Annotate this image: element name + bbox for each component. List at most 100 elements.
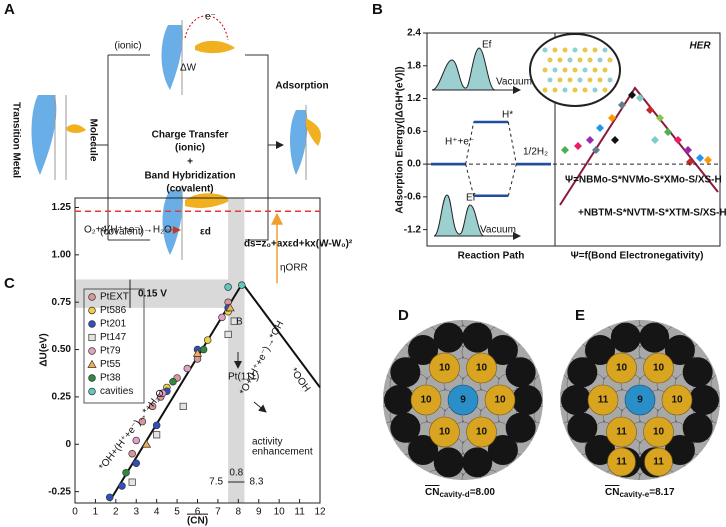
atom xyxy=(607,77,613,83)
substrate-atom xyxy=(383,341,393,363)
substrate-atom xyxy=(540,486,560,506)
atom xyxy=(577,77,583,83)
substrate-atom xyxy=(702,294,722,314)
substrate-atom xyxy=(524,453,543,475)
substrate-atom xyxy=(383,453,384,475)
substrate-atom xyxy=(354,310,374,330)
connector xyxy=(465,121,475,165)
coordination-label: 11 xyxy=(653,457,664,468)
decor-point xyxy=(628,91,636,99)
point xyxy=(132,459,141,467)
substrate-atom xyxy=(363,294,383,314)
atom xyxy=(602,87,608,93)
decor-point xyxy=(651,136,659,144)
substrate-atom xyxy=(345,390,365,410)
band-edge-label: 7.5 xyxy=(209,477,223,488)
y-tick-label: 1.25 xyxy=(52,202,72,213)
outer-atom xyxy=(682,357,713,388)
substrate-atom xyxy=(407,320,429,331)
substrate-atom xyxy=(560,325,579,347)
structure xyxy=(542,47,613,93)
atom xyxy=(582,87,588,93)
caption-subscript: cavity-e xyxy=(619,490,649,499)
substrate-atom xyxy=(684,486,704,506)
y-tick-label: -0.25 xyxy=(48,486,71,497)
substrate-atom xyxy=(710,341,720,363)
coordination-label: 10 xyxy=(439,427,451,438)
atom xyxy=(587,57,593,63)
atom xyxy=(542,47,548,53)
substrate-atom xyxy=(560,341,570,363)
legend-label: Pt147 xyxy=(100,332,127,343)
substrate-atom xyxy=(560,357,561,379)
substrate-atom xyxy=(710,320,720,331)
caption: CNcavity-e=8.17 xyxy=(605,487,675,499)
coordination-label: 10 xyxy=(439,363,451,374)
coordination-label: 10 xyxy=(420,395,432,406)
substrate-atom xyxy=(558,486,578,506)
atom xyxy=(562,47,568,53)
x-tick-label: 0 xyxy=(72,507,78,518)
y-band xyxy=(75,279,245,308)
atom xyxy=(661,384,693,416)
annotation: enhancement xyxy=(252,447,313,458)
substrate-atom xyxy=(383,389,384,411)
coordination-label: 11 xyxy=(598,395,609,406)
outer-atom xyxy=(610,322,641,353)
substrate-atom xyxy=(354,406,374,426)
substrate-atom xyxy=(710,373,720,395)
annotation: *O+(H⁺+e⁻)→*OH xyxy=(238,319,286,397)
point xyxy=(132,436,141,445)
substrate-atom xyxy=(552,310,572,330)
substrate-atom xyxy=(560,320,570,331)
substrate-atom xyxy=(542,453,543,475)
decor-point xyxy=(611,136,619,144)
outer-atom xyxy=(505,357,536,388)
outer-atom xyxy=(390,412,421,443)
substrate-atom xyxy=(354,470,374,490)
substrate-atom xyxy=(540,294,560,314)
substrate-atom xyxy=(354,438,374,458)
substrate-atom xyxy=(560,437,570,459)
dos xyxy=(161,25,183,90)
panel-letter: D xyxy=(398,307,409,324)
cluster: 10 10 10 10 11 11 11 11 9 xyxy=(531,294,722,506)
point xyxy=(230,317,238,325)
outer-atom xyxy=(664,334,695,365)
x-axis-label: Reaction Path xyxy=(458,251,525,262)
point xyxy=(199,345,208,354)
atom xyxy=(592,67,598,73)
y-tick-label: 1.2 xyxy=(407,93,421,104)
transfer-arrow xyxy=(184,15,229,41)
atom xyxy=(587,384,619,416)
atom xyxy=(429,352,460,384)
atom xyxy=(552,87,558,93)
atom xyxy=(592,87,598,93)
covalent-label: (covalent) xyxy=(100,227,144,238)
band-edge-label: 8.3 xyxy=(250,477,264,488)
substrate-atom xyxy=(525,486,545,506)
legend-label: Pt38 xyxy=(100,373,121,384)
caption-value: =8.17 xyxy=(649,487,675,498)
connector xyxy=(245,54,283,241)
atom xyxy=(602,47,608,53)
substrate-atom xyxy=(542,421,543,443)
atom xyxy=(607,447,636,477)
substrate-atom xyxy=(507,486,527,506)
substrate-atom xyxy=(489,294,509,314)
coordination-label: 9 xyxy=(637,395,643,406)
substrate-atom xyxy=(543,294,563,314)
point xyxy=(224,283,232,291)
substrate-atom xyxy=(560,453,561,475)
substrate-atom xyxy=(719,389,720,411)
substrate-atom xyxy=(345,486,365,506)
outer-atom xyxy=(408,435,439,466)
dos xyxy=(290,110,308,175)
decor-point xyxy=(636,94,644,102)
decor-point xyxy=(704,156,712,164)
substrate-atom xyxy=(531,310,551,330)
substrate-atom xyxy=(435,294,455,314)
decor-point xyxy=(646,106,654,114)
work-function-label: ΔW xyxy=(180,63,197,74)
